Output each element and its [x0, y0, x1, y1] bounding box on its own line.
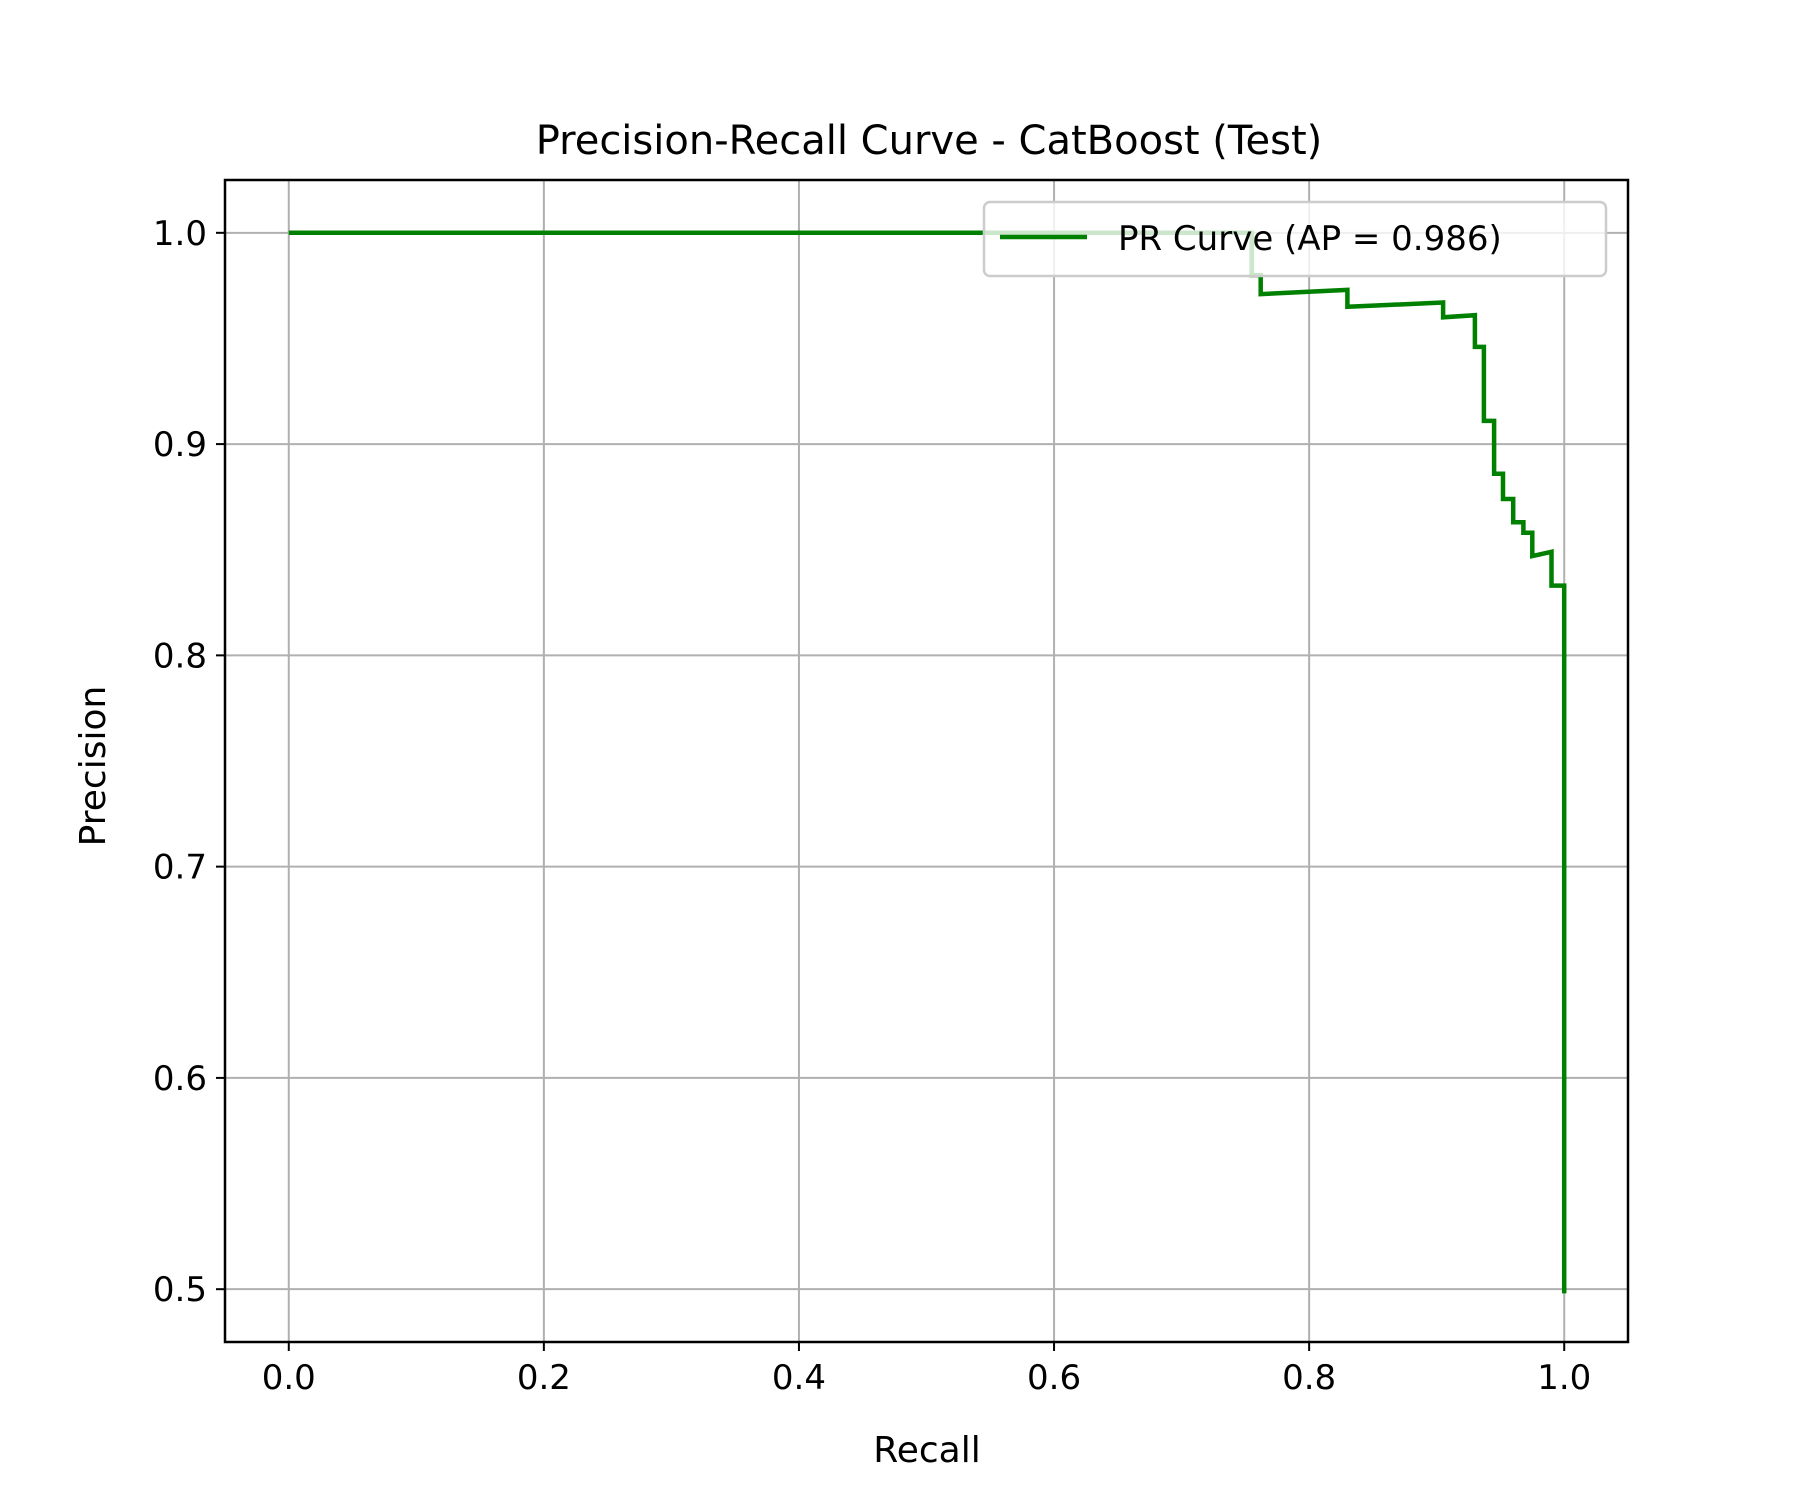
- x-tick-label: 1.0: [1537, 1358, 1591, 1398]
- grid-lines: [225, 180, 1628, 1342]
- chart-title: Precision-Recall Curve - CatBoost (Test): [536, 118, 1323, 164]
- y-tick-label: 0.9: [153, 425, 207, 465]
- y-axis-label: Precision: [73, 686, 114, 847]
- legend-box: [982, 200, 1608, 278]
- y-tick-label: 0.6: [153, 1059, 207, 1099]
- y-tick-label: 0.7: [153, 848, 207, 888]
- plot-frame: [223, 178, 1630, 1344]
- y-tick-label: 0.5: [153, 1270, 207, 1310]
- legend: PR Curve (AP = 0.986): [982, 200, 1608, 278]
- x-tick-label: 0.0: [262, 1358, 316, 1398]
- plot-area: [288, 230, 1567, 1294]
- axis-ticks: 0.0 0.2 0.4 0.6 0.8 1.0 0.5 0.6 0.7 0.8 0.9 1.0: [153, 214, 1591, 1398]
- x-tick-label: 0.4: [772, 1358, 826, 1398]
- y-tick-label: 0.8: [153, 636, 207, 676]
- y-tick-label: 1.0: [153, 214, 207, 254]
- pr-curve-line: [288, 230, 1567, 1294]
- legend-label: PR Curve (AP = 0.986): [1118, 219, 1502, 259]
- x-tick-label: 0.2: [517, 1358, 571, 1398]
- x-tick-label: 0.6: [1027, 1358, 1081, 1398]
- x-axis-label: Recall: [873, 1430, 980, 1471]
- x-tick-label: 0.8: [1282, 1358, 1336, 1398]
